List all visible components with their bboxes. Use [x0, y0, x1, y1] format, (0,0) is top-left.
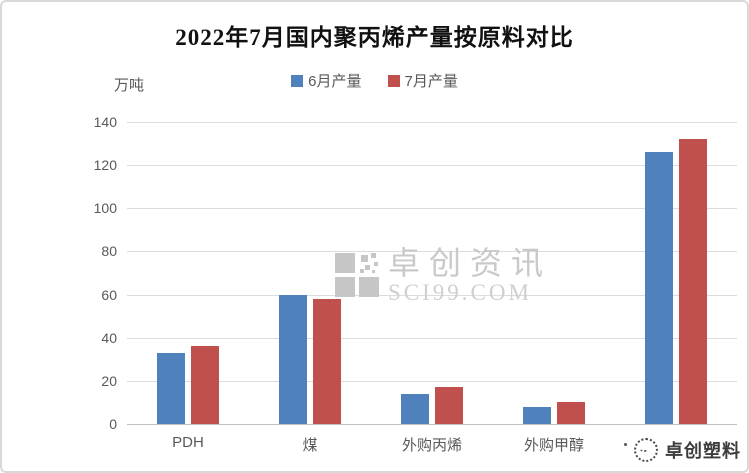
y-axis-tick-label: 0: [109, 416, 117, 432]
y-axis-tick-label: 100: [93, 200, 117, 217]
y-axis-tick-label: 20: [101, 372, 117, 389]
july-series-swatch-icon: [387, 74, 400, 87]
legend-item-july: 7月产量: [387, 70, 458, 91]
gridline: [127, 380, 737, 382]
y-axis-tick-label: 40: [101, 329, 117, 346]
bar-july-group-4: [557, 402, 585, 424]
gridline: [127, 122, 737, 123]
x-axis-label: 煤: [302, 437, 318, 454]
bar-june-group-4: [523, 406, 551, 424]
y-axis-unit-label: 万吨: [114, 77, 145, 94]
bar-june-group-1: [157, 352, 185, 424]
x-axis-label: PDH: [172, 434, 204, 451]
chart-title: 2022年7月国内聚丙烯产量按原料对比: [175, 25, 574, 50]
watermark-circle-face-icon: [634, 438, 658, 462]
plot-area: 0 20 40 60 80 100 120 140 PDH 煤 外购丙烯 外购甲醇: [94, 114, 737, 454]
gridline: [127, 294, 737, 296]
gridline: [127, 251, 737, 253]
gridline: [127, 337, 737, 339]
y-axis-tick-label: 140: [93, 114, 117, 130]
bar-july-group-3: [435, 387, 463, 424]
watermark-bottom-right-text: 卓创塑料: [665, 441, 741, 461]
watermark-speck-icon: [624, 443, 627, 446]
bar-june-group-5: [645, 152, 673, 424]
bar-june-group-2: [279, 294, 307, 424]
gridline: [127, 165, 737, 167]
legend-item-june: 6月产量: [291, 70, 362, 91]
gridline: [127, 208, 737, 210]
x-axis-line: [127, 424, 737, 425]
bar-july-group-5: [679, 139, 707, 424]
bar-july-group-2: [313, 298, 341, 424]
june-series-swatch-icon: [291, 74, 304, 87]
watermark-bottom-right: 卓创塑料: [624, 437, 741, 463]
y-axis-tick-label: 60: [101, 286, 117, 303]
bar-july-group-1: [191, 346, 219, 424]
legend: 6月产量 7月产量: [2, 70, 747, 91]
y-axis-tick-label: 80: [101, 243, 117, 260]
y-axis-tick-label: 120: [93, 157, 117, 174]
bar-june-group-3: [401, 393, 429, 424]
x-axis-label: 外购甲醇: [523, 437, 585, 454]
legend-label-june: 6月产量: [308, 73, 362, 90]
x-axis-label: 外购丙烯: [401, 437, 463, 454]
legend-label-july: 7月产量: [404, 73, 458, 90]
